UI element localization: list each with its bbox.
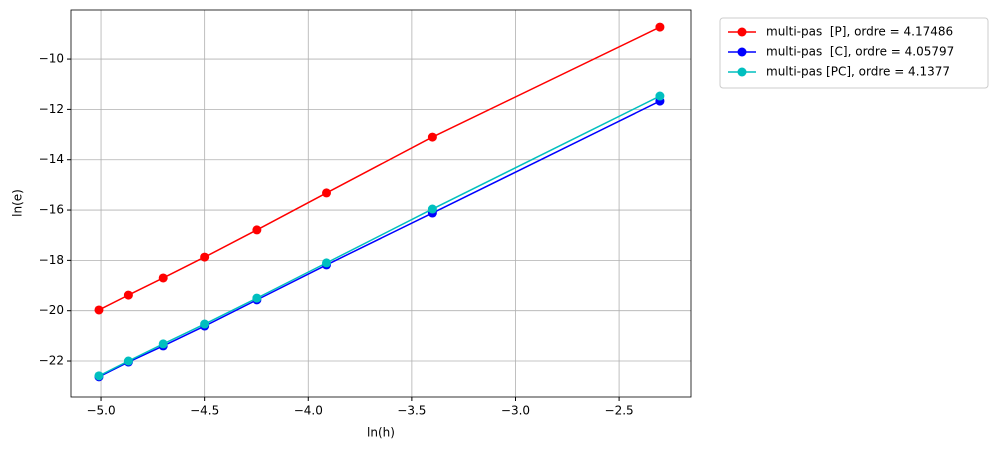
data-point xyxy=(427,204,437,214)
data-point xyxy=(655,91,665,101)
plot-frame xyxy=(70,9,692,398)
data-point xyxy=(158,339,168,349)
y-tick-label: −10 xyxy=(39,52,64,66)
data-point xyxy=(427,132,437,142)
data-point xyxy=(123,290,133,300)
data-point xyxy=(655,22,665,32)
data-point xyxy=(158,273,168,283)
legend-marker xyxy=(737,27,747,37)
y-tick-label: −20 xyxy=(39,303,64,317)
y-tick-label: −12 xyxy=(39,102,64,116)
series-line xyxy=(98,26,661,311)
data-point xyxy=(123,356,133,366)
data-point xyxy=(322,188,332,198)
x-axis-label: ln(h) xyxy=(367,426,395,440)
x-tick-label: −3.5 xyxy=(397,404,426,418)
data-point xyxy=(94,305,104,315)
x-tick-label: −4.0 xyxy=(294,404,323,418)
series-line xyxy=(98,95,661,377)
data-point xyxy=(252,293,262,303)
legend-marker xyxy=(737,47,747,57)
legend-label: multi-pas [C], ordre = 4.05797 xyxy=(766,45,954,59)
y-tick-label: −22 xyxy=(39,354,64,368)
data-point xyxy=(200,252,210,262)
x-tick-label: −5.0 xyxy=(86,404,115,418)
y-tick-label: −18 xyxy=(39,253,64,267)
data-point xyxy=(94,371,104,381)
x-tick-label: −4.5 xyxy=(190,404,219,418)
data-point xyxy=(322,258,332,268)
legend-box xyxy=(719,17,989,89)
x-tick-label: −2.5 xyxy=(605,404,634,418)
legend-marker xyxy=(737,67,747,77)
x-tick-label: −3.0 xyxy=(501,404,530,418)
series-line xyxy=(98,100,661,378)
y-tick-label: −16 xyxy=(39,203,64,217)
y-axis-label: ln(e) xyxy=(11,189,25,217)
data-point xyxy=(200,319,210,329)
legend-label: multi-pas [P], ordre = 4.17486 xyxy=(766,25,953,39)
y-tick-label: −14 xyxy=(39,152,64,166)
legend-label: multi-pas [PC], ordre = 4.1377 xyxy=(766,65,950,79)
data-point xyxy=(252,225,262,235)
